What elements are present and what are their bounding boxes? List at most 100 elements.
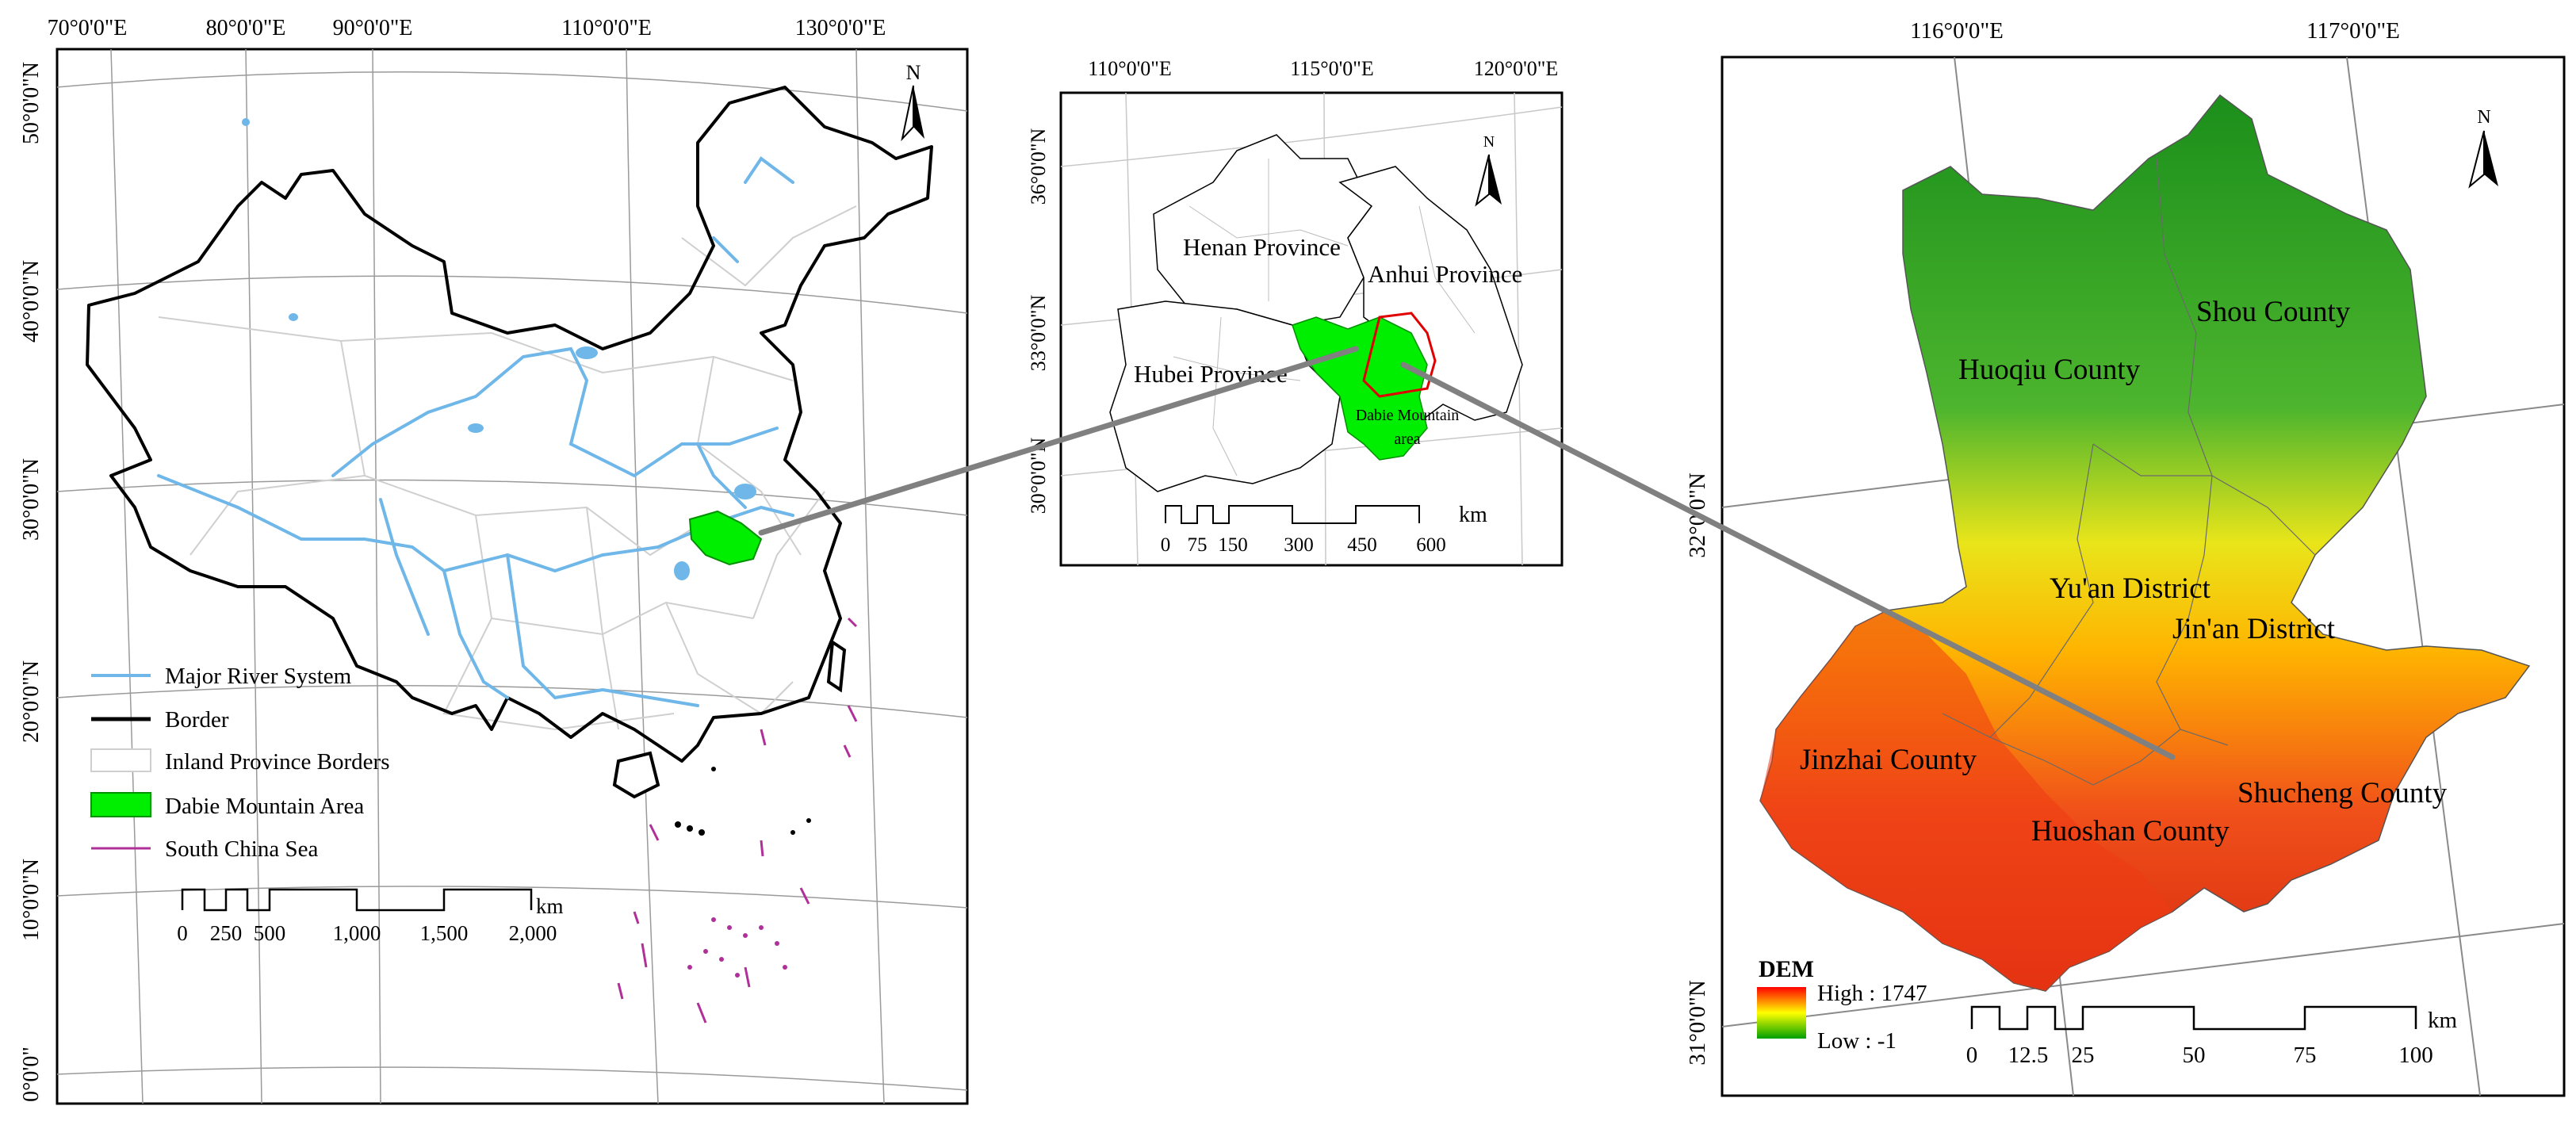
connector-china-to-provinces [758,346,1359,536]
province-inner-borders [1173,159,1476,476]
china-scale-4: 1,500 [420,921,469,945]
china-left-ticks: 50°0'0"N 40°0'0"N 30°0'0"N 20°0'0"N 10°0… [19,62,44,1102]
provinces-anhui-part [1362,312,1437,398]
county-jinan: Jin'an District [2172,613,2336,645]
china-top-tick-1: 80°0'0"E [206,16,286,40]
dem-legend: DEM High : 1747 Low : -1 [1757,956,1927,1054]
provinces-scale-bar: 0 75 150 300 450 600 km [1161,503,1487,556]
china-border [86,86,933,763]
hainan-island [612,751,660,799]
county-yuan: Yu'an District [2050,572,2211,605]
provinces-top-tick-2: 120°0'0"E [1474,57,1559,80]
lakes [242,118,756,580]
provinces-north-label: N [1483,133,1495,151]
china-left-tick-0: 50°0'0"N [19,62,44,144]
county-shucheng: Shucheng County [2237,777,2448,809]
inland-province-borders [158,205,857,731]
china-scale-1: 250 [210,921,243,945]
dem-scale-2: 25 [2072,1043,2095,1068]
provinces-scale-3: 300 [1284,534,1314,556]
provinces-top-tick-0: 110°0'0"E [1088,57,1172,80]
china-top-tick-0: 70°0'0"E [48,16,128,40]
china-scale-0: 0 [177,921,188,945]
china-dabie-area [688,510,763,566]
dem-left-ticks: 32°0'0"N 31°0'0"N [1685,473,1710,1066]
provinces-dabie-label-2: area [1394,430,1420,448]
china-scale-unit: km [536,894,564,918]
china-north-label: N [906,61,921,84]
taiwan-island [826,639,847,693]
dem-red-highland [1760,610,2172,991]
panel-provinces: Henan Province Anhui Province Hubei Prov… [1027,57,1564,567]
south-china-sea-islands [617,617,858,1024]
county-huoqiu: Huoqiu County [1958,354,2141,386]
panel-china: 70°0'0"E 80°0'0"E 90°0'0"E 110°0'0"E 130… [19,16,969,1105]
china-left-tick-1: 40°0'0"N [19,260,44,342]
provinces-left-tick-1: 33°0'0"N [1027,295,1050,372]
china-scale-bar: 0 250 500 1,000 1,500 2,000 km [177,888,564,945]
dem-left-tick-1: 31°0'0"N [1685,980,1710,1066]
province-hubei-label: Hubei Province [1134,360,1288,388]
connector-provinces-to-dem [1400,362,2176,760]
china-left-tick-2: 30°0'0"N [19,458,44,541]
china-top-tick-2: 90°0'0"E [333,16,413,40]
china-top-tick-4: 130°0'0"E [795,16,886,40]
provinces-scale-0: 0 [1161,534,1171,556]
legend-scs-label: South China Sea [165,836,318,862]
provinces-left-ticks: 36°0'0"N 33°0'0"N 30°0'0"N [1027,128,1050,515]
china-legend: Major River System Border Inland Provinc… [90,664,390,862]
dem-scale-1: 12.5 [2008,1043,2049,1068]
china-scale-5: 2,000 [509,921,557,945]
province-anhui-label: Anhui Province [1368,260,1522,288]
county-jinzhai: Jinzhai County [1800,744,1977,776]
provinces-scale-unit: km [1459,503,1487,527]
panel-dem: Huoqiu County Shou County Yu'an District… [1685,18,2566,1097]
provinces-dabie-label-1: Dabie Mountain [1356,407,1460,424]
legend-river-label: Major River System [165,664,352,689]
province-henan-label: Henan Province [1183,233,1341,261]
china-top-tick-3: 110°0'0"E [561,16,652,40]
provinces-scale-2: 150 [1218,534,1248,556]
panel-china-frame [56,48,969,1105]
dem-color-ramp [1757,987,1806,1039]
dem-scale-bar: 0 12.5 25 50 75 100 km [1966,1005,2458,1068]
legend-dabie-label: Dabie Mountain Area [165,794,364,819]
dem-legend-title: DEM [1759,956,1814,982]
dem-scale-unit: km [2428,1008,2458,1033]
china-north-arrow: N [901,61,924,142]
provinces-scale-4: 450 [1347,534,1377,556]
china-left-tick-4: 10°0'0"N [19,859,44,941]
south-china-sea-dots [687,917,787,978]
dem-top-tick-0: 116°0'0"E [1910,18,2004,44]
provinces-dabie-area [1292,316,1428,461]
county-shou: Shou County [2196,296,2351,328]
china-left-tick-3: 20°0'0"N [19,660,44,743]
china-top-ticks: 70°0'0"E 80°0'0"E 90°0'0"E 110°0'0"E 130… [48,16,886,40]
legend-province-label: Inland Province Borders [165,749,390,775]
china-scale-2: 500 [254,921,286,945]
black-islands [675,767,811,836]
dem-scale-4: 75 [2294,1043,2317,1068]
dem-top-ticks: 116°0'0"E 117°0'0"E [1910,18,2400,44]
provinces-top-tick-1: 115°0'0"E [1290,57,1374,80]
dem-low-label: Low : -1 [1817,1028,1897,1054]
county-huoshan: Huoshan County [2031,815,2230,848]
dem-top-tick-1: 117°0'0"E [2306,18,2400,44]
provinces-left-tick-0: 36°0'0"N [1027,128,1050,205]
dem-high-label: High : 1747 [1817,981,1927,1006]
province-outlines [1109,134,1523,492]
dem-scale-3: 50 [2183,1043,2206,1068]
provinces-scale-5: 600 [1416,534,1446,556]
china-left-tick-5: 0°0'0" [19,1047,44,1102]
county-boundaries [1942,158,2316,786]
inset-connectors [758,346,2176,760]
provinces-top-ticks: 110°0'0"E 115°0'0"E 120°0'0"E [1088,57,1558,80]
provinces-north-arrow: N [1475,133,1502,207]
dem-scale-0: 0 [1966,1043,1978,1068]
dem-north-label: N [2477,107,2490,128]
provinces-scale-1: 75 [1188,534,1208,556]
dem-north-arrow: N [2468,107,2498,189]
dem-scale-5: 100 [2398,1043,2433,1068]
china-graticule [56,48,968,1104]
